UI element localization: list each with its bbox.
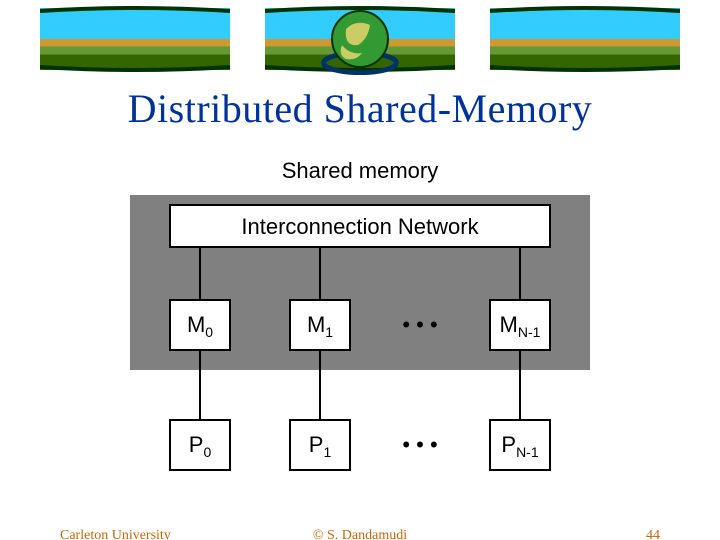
header-banner: [40, 0, 680, 80]
svg-text:Interconnection Network: Interconnection Network: [241, 214, 479, 239]
slide-title: Distributed Shared-Memory: [0, 85, 720, 132]
diagram-svg: Shared memoryInterconnection NetworkM0M1…: [110, 150, 610, 490]
svg-text:Shared memory: Shared memory: [282, 158, 439, 183]
svg-text:• • •: • • •: [402, 312, 437, 337]
diagram: Shared memoryInterconnection NetworkM0M1…: [110, 150, 610, 490]
banner-svg: [40, 0, 680, 75]
footer-center: © S. Dandamudi: [0, 528, 720, 540]
svg-text:• • •: • • •: [402, 432, 437, 457]
footer-right: 44: [646, 528, 660, 540]
